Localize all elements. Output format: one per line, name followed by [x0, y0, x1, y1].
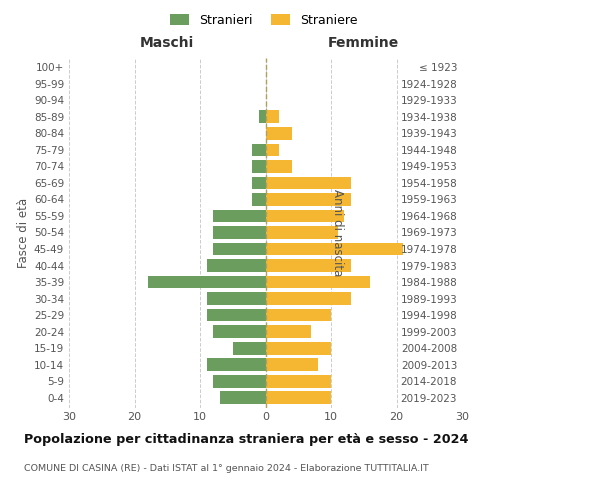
Bar: [259, 110, 265, 124]
Bar: [265, 308, 331, 322]
Bar: [213, 242, 265, 256]
Bar: [206, 308, 265, 322]
Bar: [265, 325, 311, 338]
Bar: [220, 391, 265, 404]
Bar: [148, 276, 265, 288]
Legend: Stranieri, Straniere: Stranieri, Straniere: [166, 8, 362, 32]
Bar: [265, 242, 403, 256]
Bar: [213, 210, 265, 222]
Bar: [213, 226, 265, 239]
Bar: [265, 176, 350, 190]
Bar: [253, 144, 265, 156]
Bar: [265, 226, 338, 239]
Bar: [265, 110, 278, 124]
Y-axis label: Fasce di età: Fasce di età: [17, 198, 30, 268]
Bar: [206, 292, 265, 305]
Text: COMUNE DI CASINA (RE) - Dati ISTAT al 1° gennaio 2024 - Elaborazione TUTTITALIA.: COMUNE DI CASINA (RE) - Dati ISTAT al 1°…: [24, 464, 429, 473]
Bar: [265, 292, 350, 305]
Bar: [253, 176, 265, 190]
Bar: [265, 193, 350, 206]
Bar: [253, 160, 265, 173]
Bar: [206, 358, 265, 371]
Bar: [206, 259, 265, 272]
Text: Maschi: Maschi: [140, 36, 194, 50]
Text: Popolazione per cittadinanza straniera per età e sesso - 2024: Popolazione per cittadinanza straniera p…: [24, 432, 469, 446]
Bar: [265, 342, 331, 354]
Bar: [265, 358, 318, 371]
Bar: [265, 276, 370, 288]
Y-axis label: Anni di nascita: Anni di nascita: [331, 189, 344, 276]
Bar: [265, 210, 344, 222]
Bar: [265, 374, 331, 388]
Bar: [265, 144, 278, 156]
Bar: [213, 374, 265, 388]
Text: Femmine: Femmine: [328, 36, 400, 50]
Bar: [265, 259, 350, 272]
Bar: [213, 325, 265, 338]
Bar: [265, 391, 331, 404]
Bar: [265, 160, 292, 173]
Bar: [265, 127, 292, 140]
Bar: [233, 342, 265, 354]
Bar: [253, 193, 265, 206]
